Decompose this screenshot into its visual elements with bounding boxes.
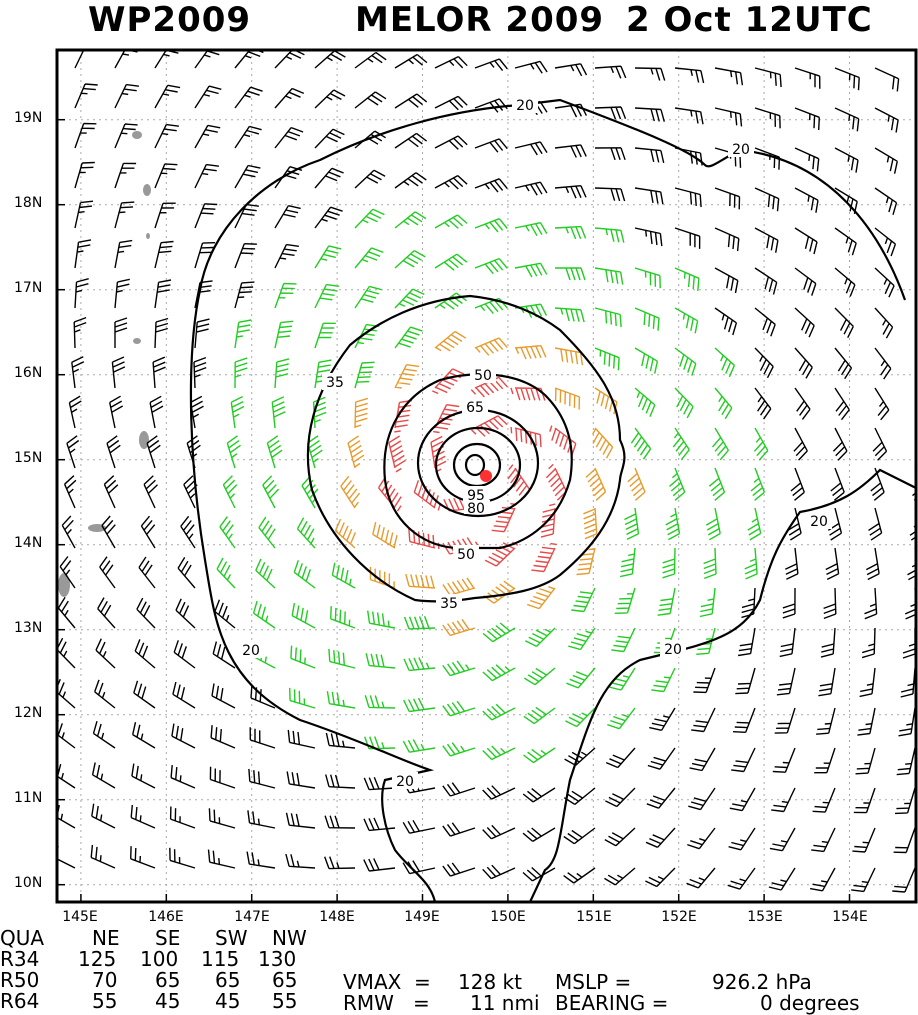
contour-label: 20 bbox=[242, 643, 260, 659]
lat-label: 19N bbox=[14, 110, 48, 126]
lon-label: 149E bbox=[397, 909, 447, 925]
lon-label: 145E bbox=[55, 909, 105, 925]
lat-label: 16N bbox=[14, 365, 48, 381]
contour-label: 95 bbox=[467, 488, 485, 504]
cell: 65 bbox=[272, 970, 297, 991]
contour-label: 35 bbox=[326, 375, 344, 391]
lon-label: 152E bbox=[654, 909, 704, 925]
cell: 100 bbox=[140, 949, 178, 970]
bearing-label: BEARING = bbox=[555, 991, 668, 1015]
row-label: R34 bbox=[0, 949, 39, 970]
contour-label: 20 bbox=[664, 642, 682, 658]
contour-label: 65 bbox=[466, 400, 484, 416]
table-header: NW bbox=[272, 928, 307, 949]
lat-label: 13N bbox=[14, 620, 48, 636]
cell: 65 bbox=[215, 970, 240, 991]
rmw-label: RMW = bbox=[343, 991, 430, 1015]
rmw-value: 11 nmi bbox=[470, 991, 540, 1015]
table-header: QUA bbox=[0, 928, 44, 949]
table-header: SE bbox=[155, 928, 180, 949]
lat-label: 17N bbox=[14, 280, 48, 296]
storm-center-marker bbox=[480, 470, 492, 482]
wind-map: 20 20 20 20 20 20 35 35 50 50 65 80 95 bbox=[0, 0, 918, 910]
lat-label: 10N bbox=[14, 875, 48, 891]
cell: 70 bbox=[92, 970, 117, 991]
cell: 65 bbox=[155, 970, 180, 991]
lat-label: 18N bbox=[14, 195, 48, 211]
cell: 55 bbox=[272, 991, 297, 1012]
lat-label: 12N bbox=[14, 705, 48, 721]
lon-label: 154E bbox=[825, 909, 875, 925]
contour-label: 35 bbox=[440, 596, 458, 612]
table-header: NE bbox=[92, 928, 120, 949]
lon-label: 153E bbox=[740, 909, 790, 925]
contour-label: 50 bbox=[457, 547, 475, 563]
cell: 45 bbox=[155, 991, 180, 1012]
cell: 125 bbox=[78, 949, 116, 970]
lat-label: 11N bbox=[14, 790, 48, 806]
lon-label: 151E bbox=[569, 909, 619, 925]
contour-label: 20 bbox=[396, 774, 414, 790]
row-label: R50 bbox=[0, 970, 39, 991]
lat-label: 15N bbox=[14, 450, 48, 466]
lon-label: 147E bbox=[227, 909, 277, 925]
lat-label: 14N bbox=[14, 535, 48, 551]
row-label: R64 bbox=[0, 991, 39, 1012]
lon-label: 150E bbox=[483, 909, 533, 925]
bearing-value: 0 degrees bbox=[760, 991, 860, 1015]
contour-label: 20 bbox=[732, 142, 750, 158]
contour-label: 20 bbox=[516, 98, 534, 114]
lon-label: 146E bbox=[141, 909, 191, 925]
cell: 130 bbox=[258, 949, 296, 970]
table-header: SW bbox=[215, 928, 247, 949]
lon-label: 148E bbox=[312, 909, 362, 925]
cell: 115 bbox=[201, 949, 239, 970]
cell: 45 bbox=[215, 991, 240, 1012]
contour-label: 50 bbox=[474, 368, 492, 384]
contour-label: 20 bbox=[810, 514, 828, 530]
cell: 55 bbox=[92, 991, 117, 1012]
